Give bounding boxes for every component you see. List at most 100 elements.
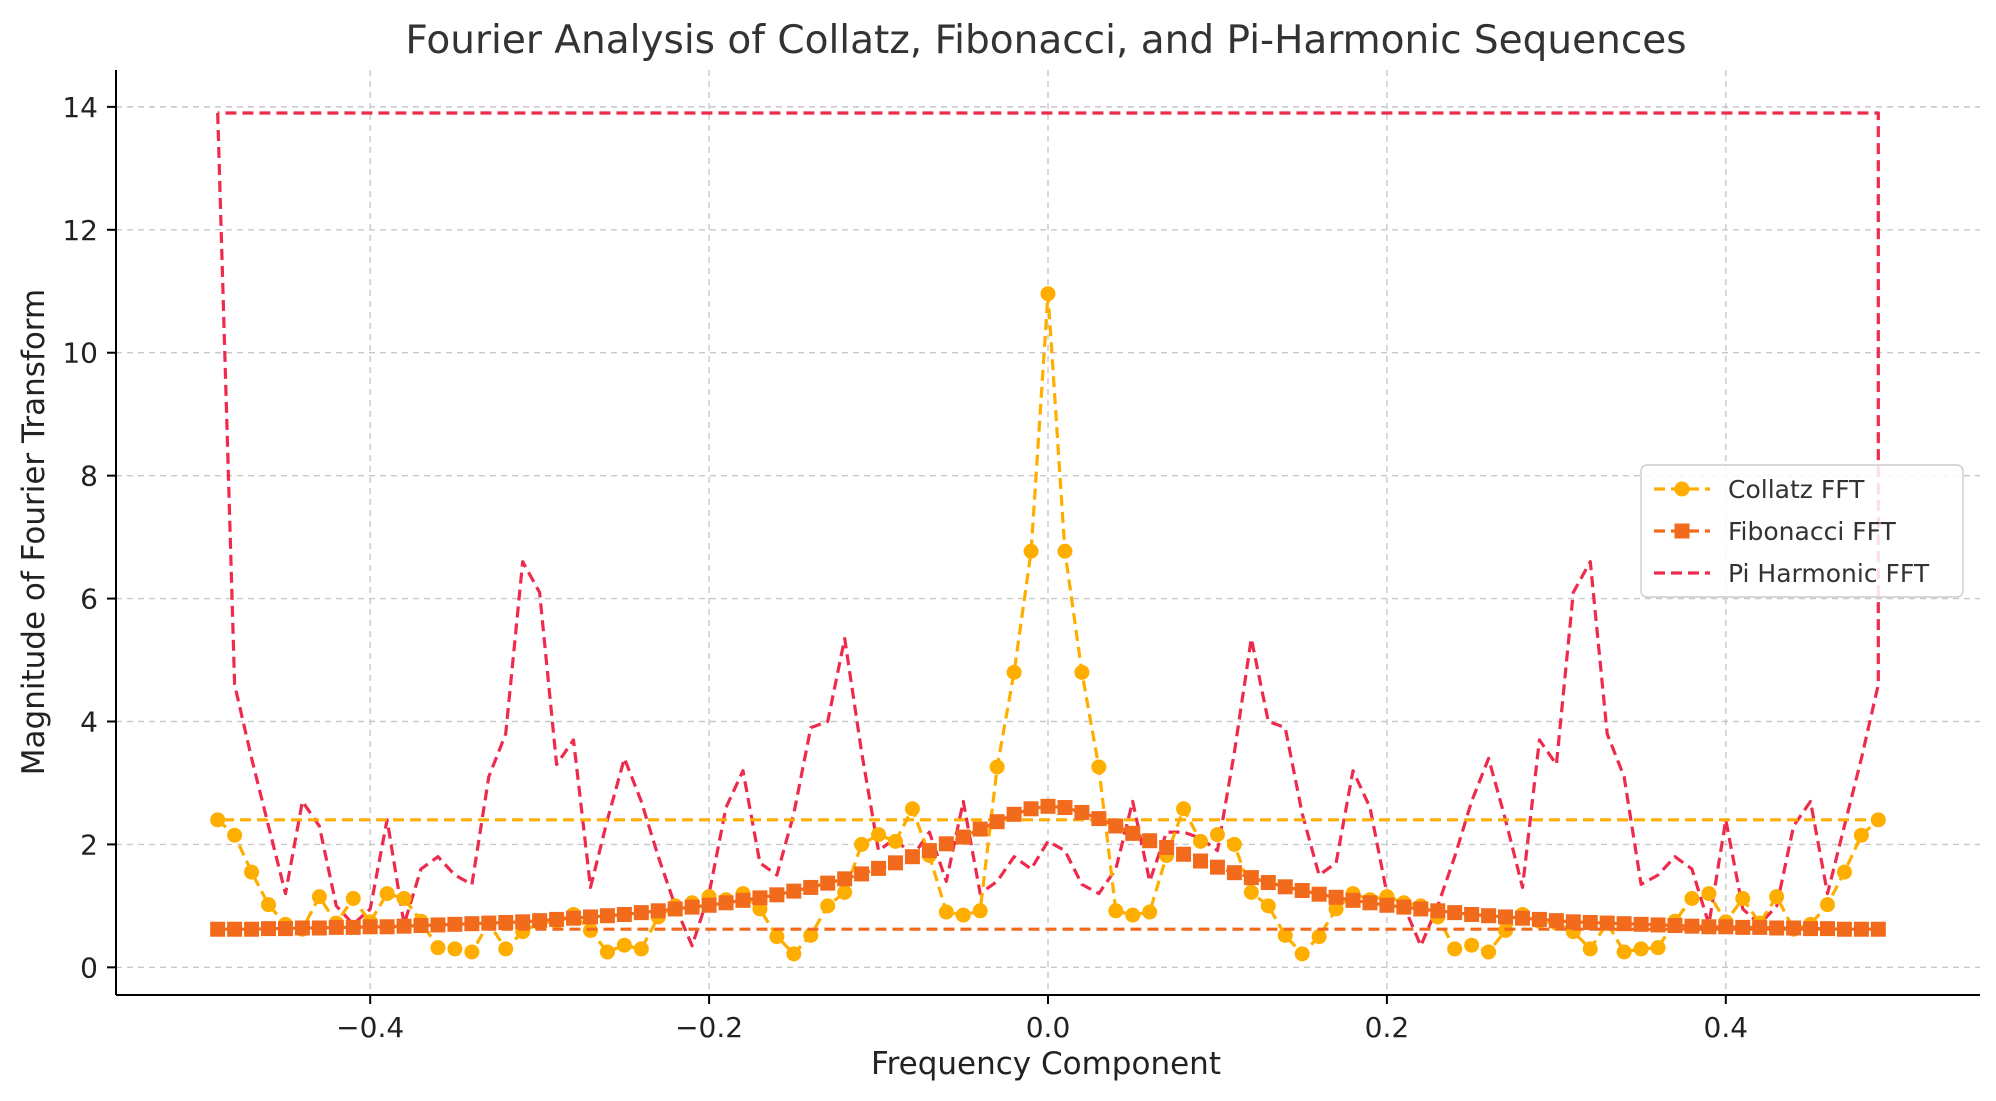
collatz-fft-point (1260, 898, 1276, 914)
collatz-fft-point (1040, 286, 1056, 302)
collatz-fft-point (1481, 944, 1497, 960)
legend-label: Pi Harmonic FFT (1728, 559, 1930, 588)
fibonacci-fft-point (498, 914, 514, 930)
fibonacci-fft-point (362, 919, 378, 935)
fibonacci-fft-point (989, 814, 1005, 830)
fibonacci-fft-point (1142, 833, 1158, 849)
collatz-fft-point (1650, 940, 1666, 956)
y-tick-label: 10 (62, 337, 98, 370)
fibonacci-fft-point (1464, 906, 1480, 922)
fibonacci-fft-point (1565, 914, 1581, 930)
fibonacci-fft-point (684, 899, 700, 915)
fibonacci-fft-point (566, 910, 582, 926)
collatz-fft-point (769, 929, 785, 945)
fibonacci-fft-point (972, 821, 988, 837)
fibonacci-fft-point (227, 921, 243, 937)
fibonacci-fft-point (1684, 918, 1700, 934)
collatz-fft-point (430, 940, 446, 956)
fibonacci-fft-point (1870, 921, 1886, 937)
fibonacci-fft-point (1819, 921, 1835, 937)
x-tick-label: −0.2 (675, 1011, 743, 1044)
x-tick-label: 0.0 (1026, 1011, 1071, 1044)
fibonacci-fft-point (820, 875, 836, 891)
y-tick-label: 0 (80, 951, 98, 984)
fibonacci-fft-point (1362, 895, 1378, 911)
legend-label: Collatz FFT (1728, 475, 1865, 504)
collatz-fft-point (599, 944, 615, 960)
fibonacci-fft-point (955, 829, 971, 845)
legend-entry-collatz-fft: Collatz FFT (1654, 475, 1865, 504)
fibonacci-fft-series (210, 798, 1886, 937)
collatz-fft-point (904, 801, 920, 817)
collatz-fft-point (837, 884, 853, 900)
legend: Collatz FFT Fibonacci FFT Pi Harmonic FFT (1640, 464, 1964, 598)
y-tick-label: 12 (62, 214, 98, 247)
collatz-fft-point (1176, 801, 1192, 817)
fibonacci-fft-point (769, 887, 785, 903)
y-tick-label: 2 (80, 828, 98, 861)
collatz-fft-point (1701, 886, 1717, 902)
collatz-fft-point (1769, 889, 1785, 905)
fibonacci-fft-point (1345, 892, 1361, 908)
fibonacci-fft-point (1853, 921, 1869, 937)
fibonacci-fft-point (1243, 870, 1259, 886)
collatz-fft-point (803, 927, 819, 943)
collatz-fft-point (1006, 664, 1022, 680)
pi-harmonic-fft-line (216, 111, 1880, 948)
fibonacci-fft-point (1447, 905, 1463, 921)
collatz-fft-point (1464, 937, 1480, 953)
collatz-fft-point (1226, 836, 1242, 852)
fibonacci-fft-point (837, 871, 853, 887)
fibonacci-fft-point (1040, 798, 1056, 814)
plot-area (210, 111, 1886, 962)
collatz-fft-point (955, 907, 971, 923)
fibonacci-fft-point (1786, 920, 1802, 936)
collatz-fft-point (1684, 891, 1700, 907)
fibonacci-fft-point (1599, 915, 1615, 931)
fibonacci-fft-point (1752, 919, 1768, 935)
fibonacci-fft-point (1633, 916, 1649, 932)
collatz-fft-point (972, 903, 988, 919)
fibonacci-fft-point (1379, 897, 1395, 913)
fibonacci-fft-point (1498, 909, 1514, 925)
legend-entry-fibonacci-fft: Fibonacci FFT (1654, 517, 1897, 546)
collatz-fft-point (311, 889, 327, 905)
collatz-fft-point (1328, 901, 1344, 917)
fibonacci-fft-point (1091, 811, 1107, 827)
fibonacci-fft-point (1294, 883, 1310, 899)
fibonacci-fft-point (345, 919, 361, 935)
x-tick-label: 0.2 (1365, 1011, 1410, 1044)
x-axis-label: Frequency Component (871, 1046, 1221, 1082)
fibonacci-fft-point (1209, 859, 1225, 875)
fibonacci-fft-point (464, 916, 480, 932)
fibonacci-fft-point (328, 919, 344, 935)
fibonacci-fft-point (633, 905, 649, 921)
x-tick-label: 0.4 (1704, 1011, 1749, 1044)
collatz-fft-point (1243, 884, 1259, 900)
fibonacci-fft-point (854, 866, 870, 882)
fibonacci-fft-point (1108, 818, 1124, 834)
collatz-fft-line (216, 292, 1880, 956)
chart-title: Fourier Analysis of Collatz, Fibonacci, … (405, 18, 1686, 63)
collatz-fft-point (379, 886, 395, 902)
collatz-fft-point (989, 759, 1005, 775)
x-tick-label: −0.4 (336, 1011, 404, 1044)
collatz-fft-point (1633, 941, 1649, 957)
collatz-fft-point (1091, 759, 1107, 775)
fibonacci-fft-point (210, 921, 226, 937)
legend-marker (1674, 481, 1690, 497)
fibonacci-fft-point (718, 895, 734, 911)
fibonacci-fft-point (1277, 879, 1293, 895)
collatz-fft-point (633, 941, 649, 957)
fibonacci-fft-point (447, 916, 463, 932)
fibonacci-fft-point (1430, 903, 1446, 919)
fibonacci-fft-point (1413, 901, 1429, 917)
collatz-fft-point (1108, 903, 1124, 919)
collatz-fft-point (1447, 941, 1463, 957)
fibonacci-fft-point (938, 836, 954, 852)
fibonacci-fft-point (650, 903, 666, 919)
fibonacci-fft-point (1803, 921, 1819, 937)
fibonacci-fft-point (379, 919, 395, 935)
collatz-fft-point (1023, 543, 1039, 559)
collatz-fft-point (1209, 827, 1225, 843)
